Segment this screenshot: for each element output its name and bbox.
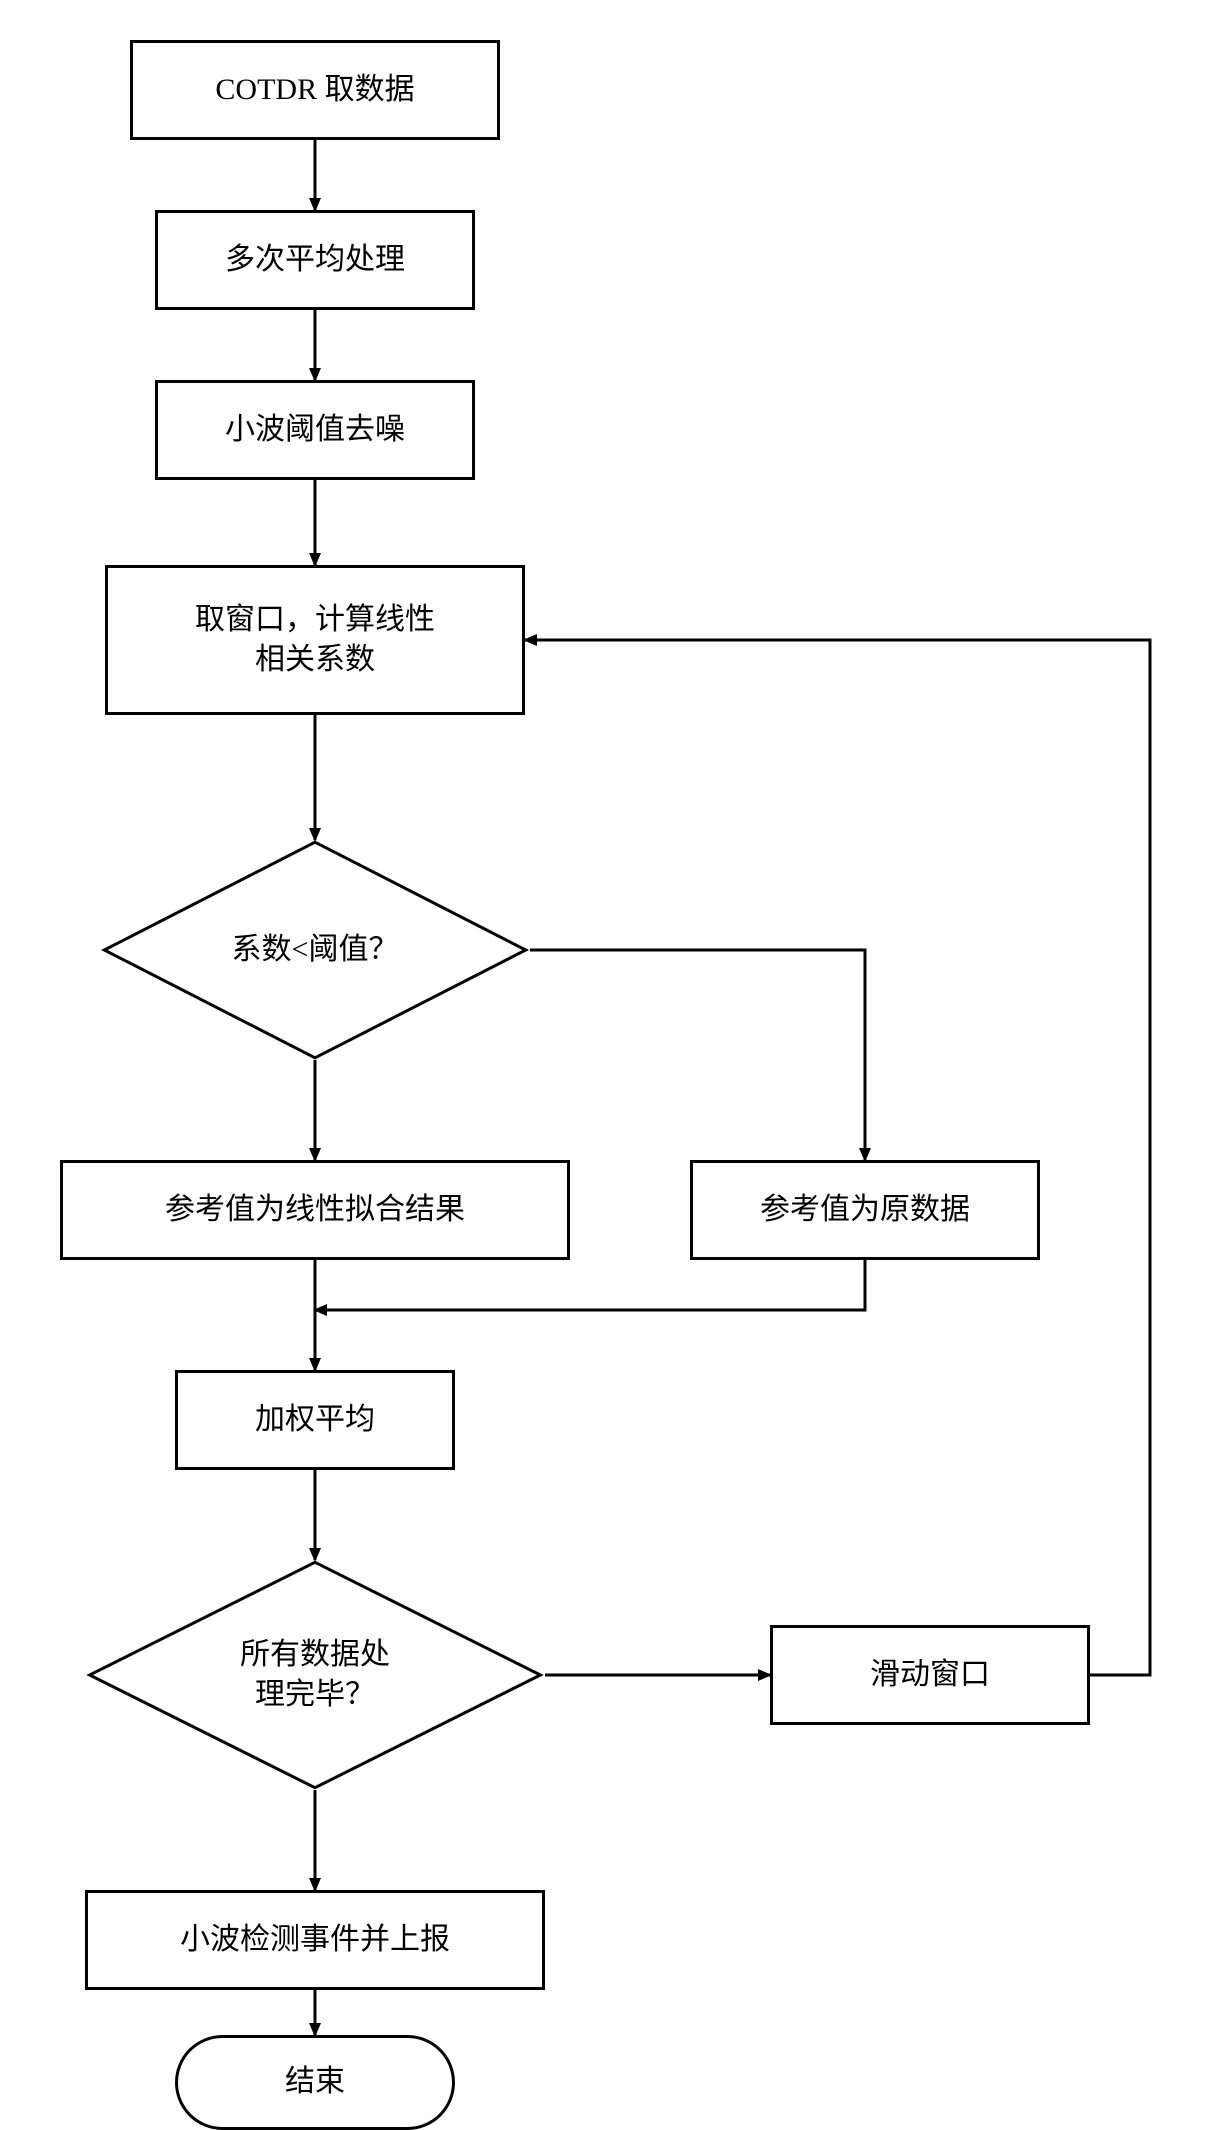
node-average: 多次平均处理 <box>155 210 475 310</box>
node-window-corr: 取窗口，计算线性相关系数 <box>105 565 525 715</box>
label: COTDR 取数据 <box>215 70 414 111</box>
label: 小波检测事件并上报 <box>180 1920 450 1961</box>
decision-coeff-threshold: 系数<阈值？ <box>100 840 530 1060</box>
node-cotdr: COTDR 取数据 <box>130 40 500 140</box>
label: 多次平均处理 <box>225 240 405 281</box>
label: 加权平均 <box>255 1400 375 1441</box>
label: 所有数据处理完毕？ <box>240 1635 390 1716</box>
flowchart-canvas: COTDR 取数据 多次平均处理 小波阈值去噪 取窗口，计算线性相关系数 参考值… <box>0 0 1207 2110</box>
label: 结束 <box>285 2062 345 2103</box>
node-wavelet-detect: 小波检测事件并上报 <box>85 1890 545 1990</box>
connector-e8 <box>315 1260 865 1310</box>
label: 小波阈值去噪 <box>225 410 405 451</box>
node-wavelet-denoise: 小波阈值去噪 <box>155 380 475 480</box>
node-ref-raw: 参考值为原数据 <box>690 1160 1040 1260</box>
label: 滑动窗口 <box>870 1655 990 1696</box>
label: 参考值为线性拟合结果 <box>165 1190 465 1231</box>
label: 取窗口，计算线性相关系数 <box>195 600 435 681</box>
node-ref-linear-fit: 参考值为线性拟合结果 <box>60 1160 570 1260</box>
node-slide-window: 滑动窗口 <box>770 1625 1090 1725</box>
node-end: 结束 <box>175 2035 455 2130</box>
node-weighted-avg: 加权平均 <box>175 1370 455 1470</box>
connector-e6 <box>530 950 865 1160</box>
label: 系数<阈值？ <box>232 930 399 971</box>
connector-e11 <box>525 640 1150 1675</box>
decision-all-done: 所有数据处理完毕？ <box>85 1560 545 1790</box>
label: 参考值为原数据 <box>760 1190 970 1231</box>
